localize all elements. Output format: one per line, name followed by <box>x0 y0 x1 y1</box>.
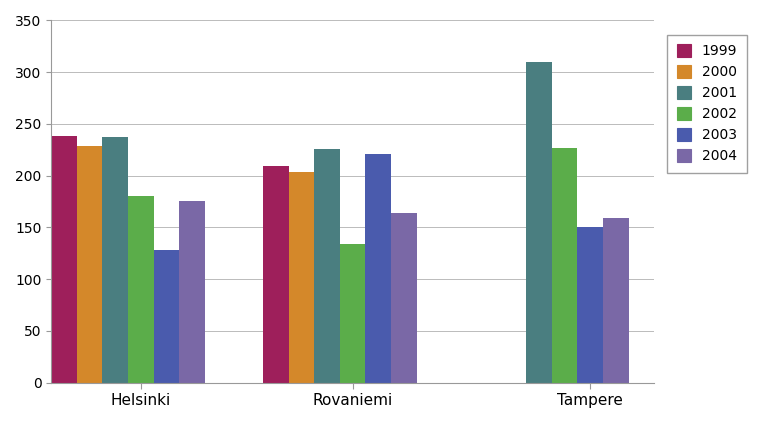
Legend: 1999, 2000, 2001, 2002, 2003, 2004: 1999, 2000, 2001, 2002, 2003, 2004 <box>668 35 747 173</box>
Bar <box>128 196 154 382</box>
Bar <box>526 62 552 382</box>
Bar <box>578 228 603 382</box>
Bar <box>391 213 417 382</box>
Bar <box>77 146 102 382</box>
Bar <box>102 137 128 382</box>
Bar <box>603 218 629 382</box>
Bar <box>340 244 366 382</box>
Bar <box>263 166 289 382</box>
Bar <box>552 148 578 382</box>
Bar <box>366 154 391 382</box>
Bar <box>51 136 77 382</box>
Bar <box>179 201 205 382</box>
Bar <box>289 172 314 382</box>
Bar <box>154 250 179 382</box>
Bar <box>314 149 340 382</box>
